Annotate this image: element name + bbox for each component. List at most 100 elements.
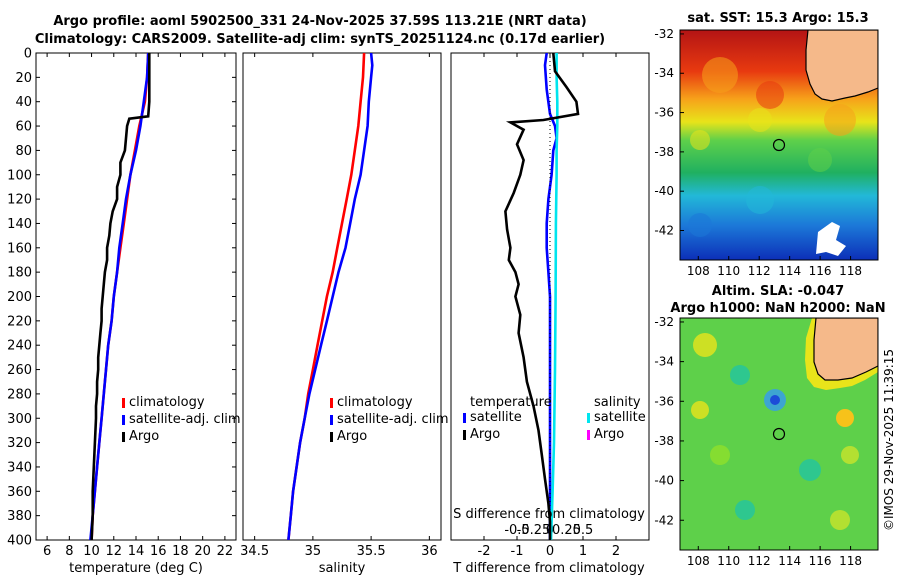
sst-lon-axis: 108 110 112 114 116 118 — [687, 256, 862, 278]
sst-lat-axis: -32 -34 -36 -38 -40 -42 — [654, 27, 684, 238]
lat-tick-label: -38 — [654, 145, 674, 159]
legend-label-t-argo: Argo — [470, 427, 500, 442]
y-tick-label: 120 — [7, 193, 32, 208]
t-difference-x-label: T difference from climatology — [452, 561, 645, 576]
t-difference-x-axis: -2 -1 0 1 2 — [478, 53, 620, 559]
x-tick-label: 20 — [194, 544, 211, 559]
lon-tick-label: 112 — [748, 554, 771, 568]
sla-map-subtitle: Argo h1000: NaN h2000: NaN — [670, 301, 885, 316]
sla-argo-marker — [772, 427, 786, 441]
lon-tick-label: 110 — [717, 554, 740, 568]
temperature-panel: 0 20 40 60 80 100 120 140 160 180 200 220 240 260 280 3… — [7, 47, 240, 577]
series-line-argo — [90, 53, 151, 540]
salinity-x-axis: 34.5 35 35.5 36 — [240, 53, 438, 559]
sla-anomalies — [691, 333, 859, 530]
lon-tick-label: 110 — [717, 264, 740, 278]
y-tick-label: 200 — [7, 290, 32, 305]
y-tick-label: 180 — [7, 266, 32, 281]
lat-tick-label: -32 — [654, 315, 674, 329]
y-tick-label: 280 — [7, 387, 32, 402]
depth-axis: 0 20 40 60 80 100 120 140 160 180 200 220 240 260 280 3… — [7, 47, 236, 549]
y-tick-label: 80 — [15, 144, 32, 159]
legend-swatch-satellite — [122, 415, 125, 425]
lat-tick-label: -34 — [654, 355, 674, 369]
lat-tick-label: -42 — [654, 513, 674, 527]
lat-tick-label: -36 — [654, 106, 674, 120]
series-line-t-argo — [504, 53, 580, 540]
x-tick-label: 35.5 — [357, 544, 386, 559]
x-tick-label: 6 — [43, 544, 51, 559]
y-tick-label: 160 — [7, 241, 32, 256]
sst-eddies — [688, 57, 856, 237]
salinity-legend: climatology satellite-adj. clim Argo — [330, 395, 449, 444]
lon-tick-label: 108 — [687, 554, 710, 568]
x-tick-label: 36 — [421, 544, 438, 559]
legend-swatch-argo — [122, 432, 125, 442]
sla-map-frame — [679, 317, 879, 551]
y-tick-label: 0 — [24, 47, 32, 62]
lon-tick-label: 116 — [809, 554, 832, 568]
lat-tick-label: -32 — [654, 27, 674, 41]
legend-label-s-satellite: satellite — [594, 410, 646, 425]
legend-title-salinity: salinity — [594, 395, 641, 410]
x-tick-label: 1 — [579, 544, 587, 559]
x-tick-label: -1 — [511, 544, 524, 559]
x-tick-label: 14 — [128, 544, 145, 559]
lon-tick-label: 114 — [778, 554, 801, 568]
legend-swatch-satellite — [330, 415, 333, 425]
legend-swatch-climatology — [122, 398, 125, 408]
y-tick-label: 380 — [7, 509, 32, 524]
sla-lat-axis: -32 -34 -36 -38 -40 -42 — [654, 315, 684, 527]
legend-label-climatology: climatology — [129, 395, 205, 410]
x-tick-label: 22 — [217, 544, 234, 559]
lat-tick-label: -40 — [654, 474, 674, 488]
series-line-satellite-adj-clim — [89, 53, 150, 540]
legend-swatch-s-argo — [587, 430, 590, 440]
lat-tick-label: -34 — [654, 66, 674, 80]
temperature-axes-box — [35, 52, 237, 541]
imos-credit: ©IMOS 29-Nov-2025 11:39:15 — [882, 349, 896, 531]
legend-swatch-s-satellite — [587, 413, 590, 423]
x-tick-label: 34.5 — [240, 544, 269, 559]
s-diff-tick-label: -0.25 — [517, 523, 551, 538]
series-line-t-satellite — [543, 53, 558, 540]
figure-title-line2: Climatology: CARS2009. Satellite-adj cli… — [34, 32, 606, 47]
lon-tick-label: 118 — [839, 554, 862, 568]
y-tick-label: 40 — [15, 95, 32, 110]
temperature-x-label: temperature (deg C) — [69, 561, 203, 576]
figure-title-line1: Argo profile: aoml 5902500_331 24-Nov-20… — [53, 14, 587, 29]
sst-argo-marker — [772, 138, 786, 152]
s-diff-tick-label: 0.5 — [573, 523, 594, 538]
x-tick-label: 16 — [150, 544, 167, 559]
legend-label-t-satellite: satellite — [470, 410, 522, 425]
sla-map-title: Altim. SLA: -0.047 — [712, 284, 844, 299]
lon-tick-label: 108 — [687, 264, 710, 278]
salinity-axes-box — [242, 52, 442, 541]
y-tick-label: 360 — [7, 485, 32, 500]
y-tick-label: 240 — [7, 339, 32, 354]
sst-map: sat. SST: 15.3 Argo: 15.3 108 110 112 114 11… — [654, 11, 879, 278]
x-tick-label: 12 — [106, 544, 123, 559]
y-tick-label: 60 — [15, 120, 32, 135]
y-tick-label: 100 — [7, 168, 32, 183]
s-diff-tick-label: 0.25 — [552, 523, 581, 538]
y-tick-label: 340 — [7, 460, 32, 475]
s-difference-label: S difference from climatology — [453, 507, 645, 522]
y-tick-label: 140 — [7, 217, 32, 232]
lon-tick-label: 114 — [778, 264, 801, 278]
sst-land-australia — [805, 30, 878, 102]
lon-tick-label: 116 — [809, 264, 832, 278]
sla-lon-axis: 108 110 112 114 116 118 — [687, 546, 862, 568]
x-tick-label: 2 — [612, 544, 620, 559]
legend-swatch-argo — [330, 432, 333, 442]
sst-map-title: sat. SST: 15.3 Argo: 15.3 — [687, 11, 868, 26]
sla-map: Altim. SLA: -0.047 Argo h1000: NaN h2000… — [654, 284, 885, 568]
y-tick-label: 220 — [7, 314, 32, 329]
legend-label-satellite: satellite-adj. clim — [337, 412, 449, 427]
series-line-s-satellite — [549, 53, 559, 540]
legend-swatch-t-satellite — [463, 413, 466, 423]
legend-label-satellite: satellite-adj. clim — [129, 412, 241, 427]
lat-tick-label: -38 — [654, 434, 674, 448]
y-tick-label: 20 — [15, 71, 32, 86]
temperature-x-axis: 6 8 10 12 14 16 18 20 22 — [43, 53, 233, 559]
